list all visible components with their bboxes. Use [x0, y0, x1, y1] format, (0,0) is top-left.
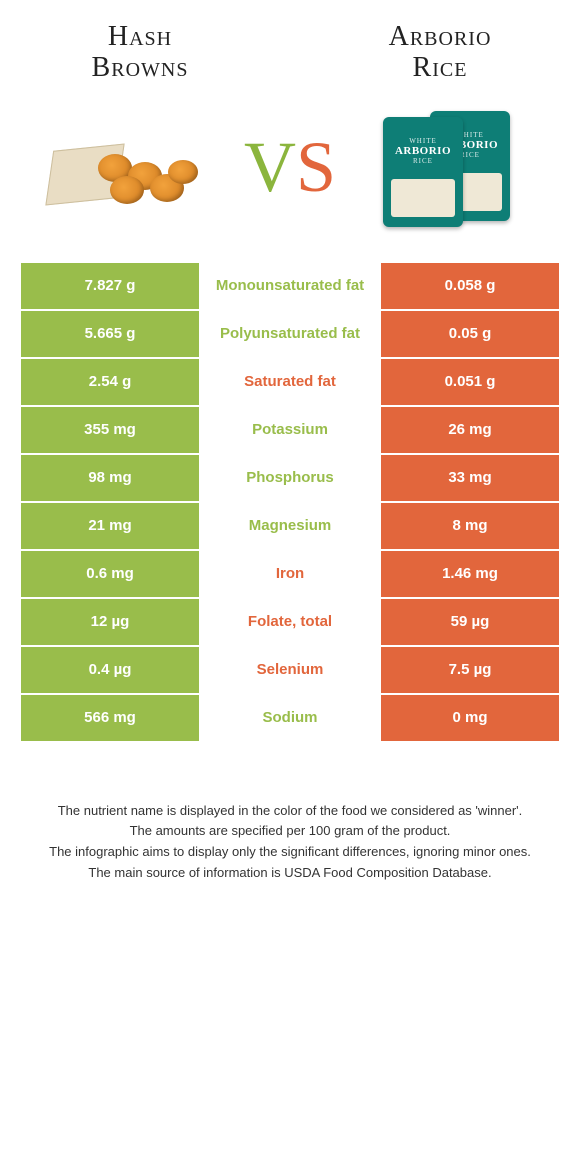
arborio-rice-icon: WHITE ARBORIO RICE WHITE ARBORIO RICE — [375, 107, 535, 227]
right-value: 0.05 g — [380, 310, 560, 358]
left-value: 5.665 g — [20, 310, 200, 358]
right-value: 0.058 g — [380, 262, 560, 310]
nutrient-name: Iron — [200, 550, 380, 598]
right-food-title: Arborio Rice — [340, 22, 540, 84]
vs-s: S — [296, 127, 336, 207]
footnote-line: The main source of information is USDA F… — [40, 864, 540, 883]
right-value: 1.46 mg — [380, 550, 560, 598]
footnote-line: The nutrient name is displayed in the co… — [40, 802, 540, 821]
left-value: 566 mg — [20, 694, 200, 742]
nutrient-table: 7.827 gMonounsaturated fat0.058 g5.665 g… — [20, 262, 560, 742]
nutrient-name: Monounsaturated fat — [200, 262, 380, 310]
nutrient-name: Phosphorus — [200, 454, 380, 502]
left-value: 7.827 g — [20, 262, 200, 310]
nutrient-name: Folate, total — [200, 598, 380, 646]
images-row: VS WHITE ARBORIO RICE WHITE ARBORIO RICE — [0, 102, 580, 262]
footnote-line: The infographic aims to display only the… — [40, 843, 540, 862]
table-row: 7.827 gMonounsaturated fat0.058 g — [20, 262, 560, 310]
table-row: 355 mgPotassium26 mg — [20, 406, 560, 454]
right-value: 7.5 µg — [380, 646, 560, 694]
left-title-line1: Hash — [108, 21, 172, 52]
header: Hash Browns Arborio Rice — [0, 0, 580, 102]
vs-badge: VS — [244, 131, 336, 203]
right-value: 26 mg — [380, 406, 560, 454]
left-value: 98 mg — [20, 454, 200, 502]
right-value: 0 mg — [380, 694, 560, 742]
right-title-line1: Arborio — [389, 21, 492, 52]
hash-browns-icon — [50, 122, 200, 212]
left-value: 12 µg — [20, 598, 200, 646]
table-row: 12 µgFolate, total59 µg — [20, 598, 560, 646]
right-value: 8 mg — [380, 502, 560, 550]
nutrient-name: Magnesium — [200, 502, 380, 550]
left-value: 355 mg — [20, 406, 200, 454]
right-value: 59 µg — [380, 598, 560, 646]
right-value: 33 mg — [380, 454, 560, 502]
table-row: 566 mgSodium0 mg — [20, 694, 560, 742]
table-row: 98 mgPhosphorus33 mg — [20, 454, 560, 502]
vs-v: V — [244, 127, 296, 207]
table-row: 2.54 gSaturated fat0.051 g — [20, 358, 560, 406]
table-row: 0.6 mgIron1.46 mg — [20, 550, 560, 598]
left-value: 21 mg — [20, 502, 200, 550]
left-value: 0.6 mg — [20, 550, 200, 598]
right-value: 0.051 g — [380, 358, 560, 406]
right-food-image: WHITE ARBORIO RICE WHITE ARBORIO RICE — [370, 107, 540, 227]
left-value: 0.4 µg — [20, 646, 200, 694]
nutrient-name: Potassium — [200, 406, 380, 454]
table-row: 0.4 µgSelenium7.5 µg — [20, 646, 560, 694]
nutrient-name: Selenium — [200, 646, 380, 694]
left-food-title: Hash Browns — [40, 22, 240, 84]
left-title-line2: Browns — [92, 52, 189, 83]
nutrient-name: Polyunsaturated fat — [200, 310, 380, 358]
nutrient-name: Saturated fat — [200, 358, 380, 406]
right-title-line2: Rice — [413, 52, 468, 83]
left-food-image — [40, 107, 210, 227]
nutrient-name: Sodium — [200, 694, 380, 742]
table-row: 5.665 gPolyunsaturated fat0.05 g — [20, 310, 560, 358]
footnotes: The nutrient name is displayed in the co… — [0, 742, 580, 883]
table-row: 21 mgMagnesium8 mg — [20, 502, 560, 550]
left-value: 2.54 g — [20, 358, 200, 406]
footnote-line: The amounts are specified per 100 gram o… — [40, 822, 540, 841]
